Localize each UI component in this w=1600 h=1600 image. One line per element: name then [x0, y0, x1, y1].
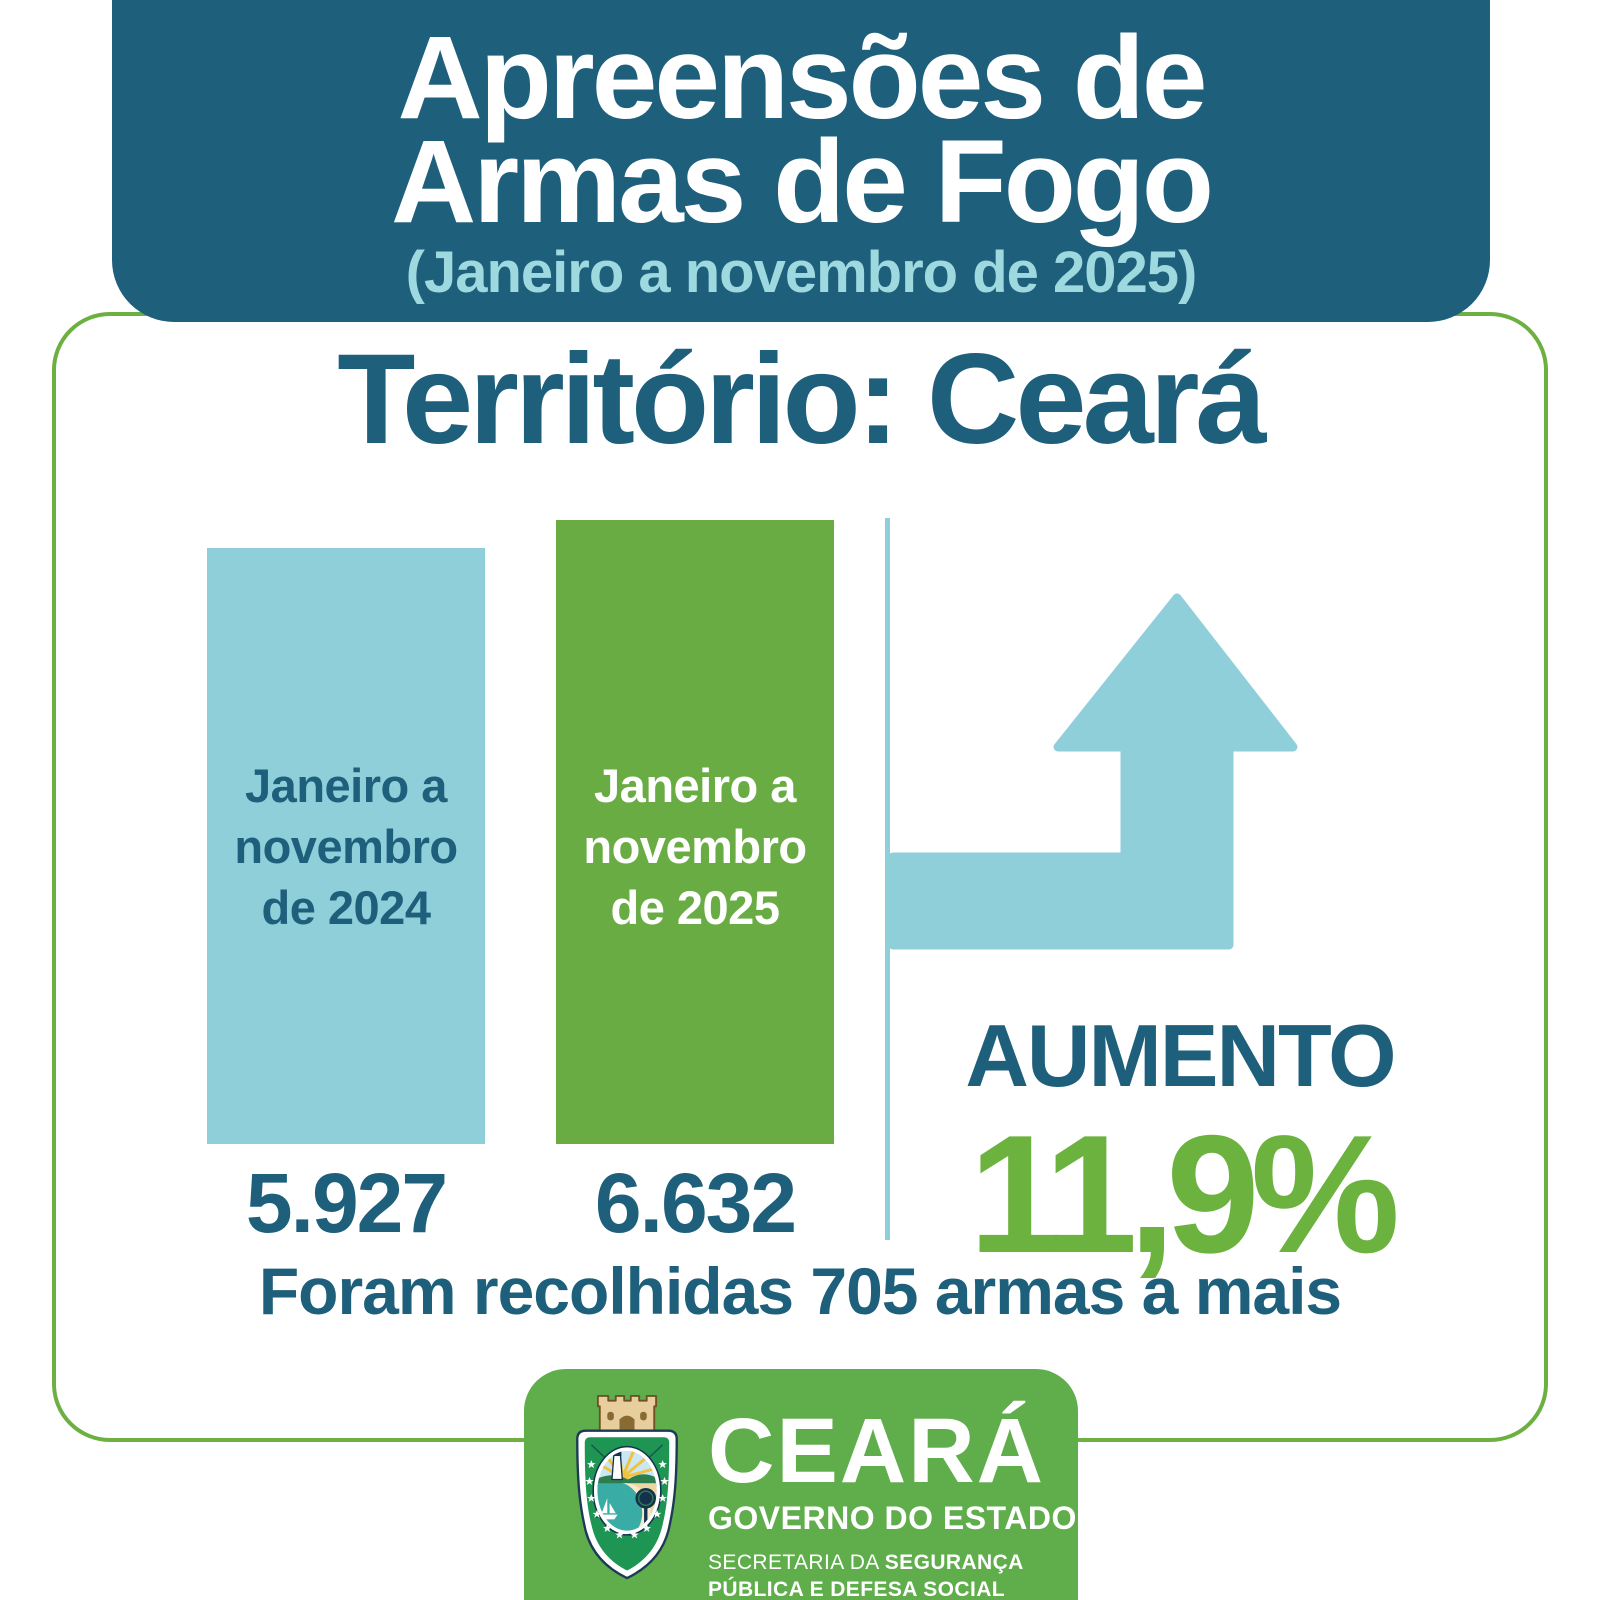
- bar-2025: Janeiro a novembro de 2025: [556, 520, 834, 1144]
- bar-2024-label-line3: de 2024: [261, 880, 431, 934]
- footer-secretariat-prefix: SECRETARIA DA: [708, 1551, 885, 1574]
- ceara-coat-of-arms-icon: [566, 1387, 688, 1587]
- crest-tower: [596, 1395, 658, 1434]
- vertical-divider: [885, 518, 890, 1240]
- bar-2024-label: Janeiro a novembro de 2024: [234, 755, 458, 938]
- bar-2024-value: 5.927: [245, 1156, 448, 1250]
- main-title: Apreensões de Armas de Fogo: [391, 12, 1214, 248]
- footer-secretariat: SECRETARIA DA SEGURANÇA PÚBLICA E DEFESA…: [708, 1549, 1077, 1600]
- territory-title: Território: Ceará: [337, 328, 1266, 471]
- bar-2025-label-line2: novembro: [583, 819, 807, 873]
- increase-label: AUMENTO: [965, 1006, 1396, 1105]
- footer-state-name: CEARÁ: [708, 1400, 1046, 1502]
- increase-percentage: 11,9%: [968, 1100, 1400, 1288]
- footer-government: GOVERNO DO ESTADO: [708, 1500, 1077, 1536]
- period-subtitle: (Janeiro a novembro de 2025): [405, 240, 1198, 305]
- bar-2024-label-line1: Janeiro a: [245, 758, 447, 812]
- bar-2025-label-line3: de 2025: [610, 880, 780, 934]
- header-banner: Apreensões de Armas de Fogo (Janeiro a n…: [112, 0, 1490, 322]
- government-footer: CEARÁ GOVERNO DO ESTADO SECRETARIA DA SE…: [524, 1369, 1078, 1600]
- bar-2025-label: Janeiro a novembro de 2025: [583, 727, 807, 938]
- content-card: Território: Ceará Janeiro a novembro de …: [52, 312, 1548, 1442]
- footer-secretariat-line2: PÚBLICA E DEFESA SOCIAL: [708, 1578, 1005, 1600]
- bar-2024: Janeiro a novembro de 2024: [207, 548, 485, 1144]
- main-title-line2: Armas de Fogo: [391, 116, 1214, 248]
- footer-text-block: CEARÁ GOVERNO DO ESTADO SECRETARIA DA SE…: [708, 1405, 1077, 1600]
- bar-2024-label-line2: novembro: [234, 819, 458, 873]
- bar-2025-label-line1: Janeiro a: [594, 758, 796, 812]
- increase-arrow-icon: [888, 593, 1298, 950]
- bar-2025-value: 6.632: [594, 1156, 797, 1250]
- difference-note: Foram recolhidas 705 armas a mais: [258, 1254, 1342, 1328]
- footer-secretariat-bold: SEGURANÇA: [884, 1551, 1024, 1574]
- main-title-line1: Apreensões de: [397, 12, 1208, 144]
